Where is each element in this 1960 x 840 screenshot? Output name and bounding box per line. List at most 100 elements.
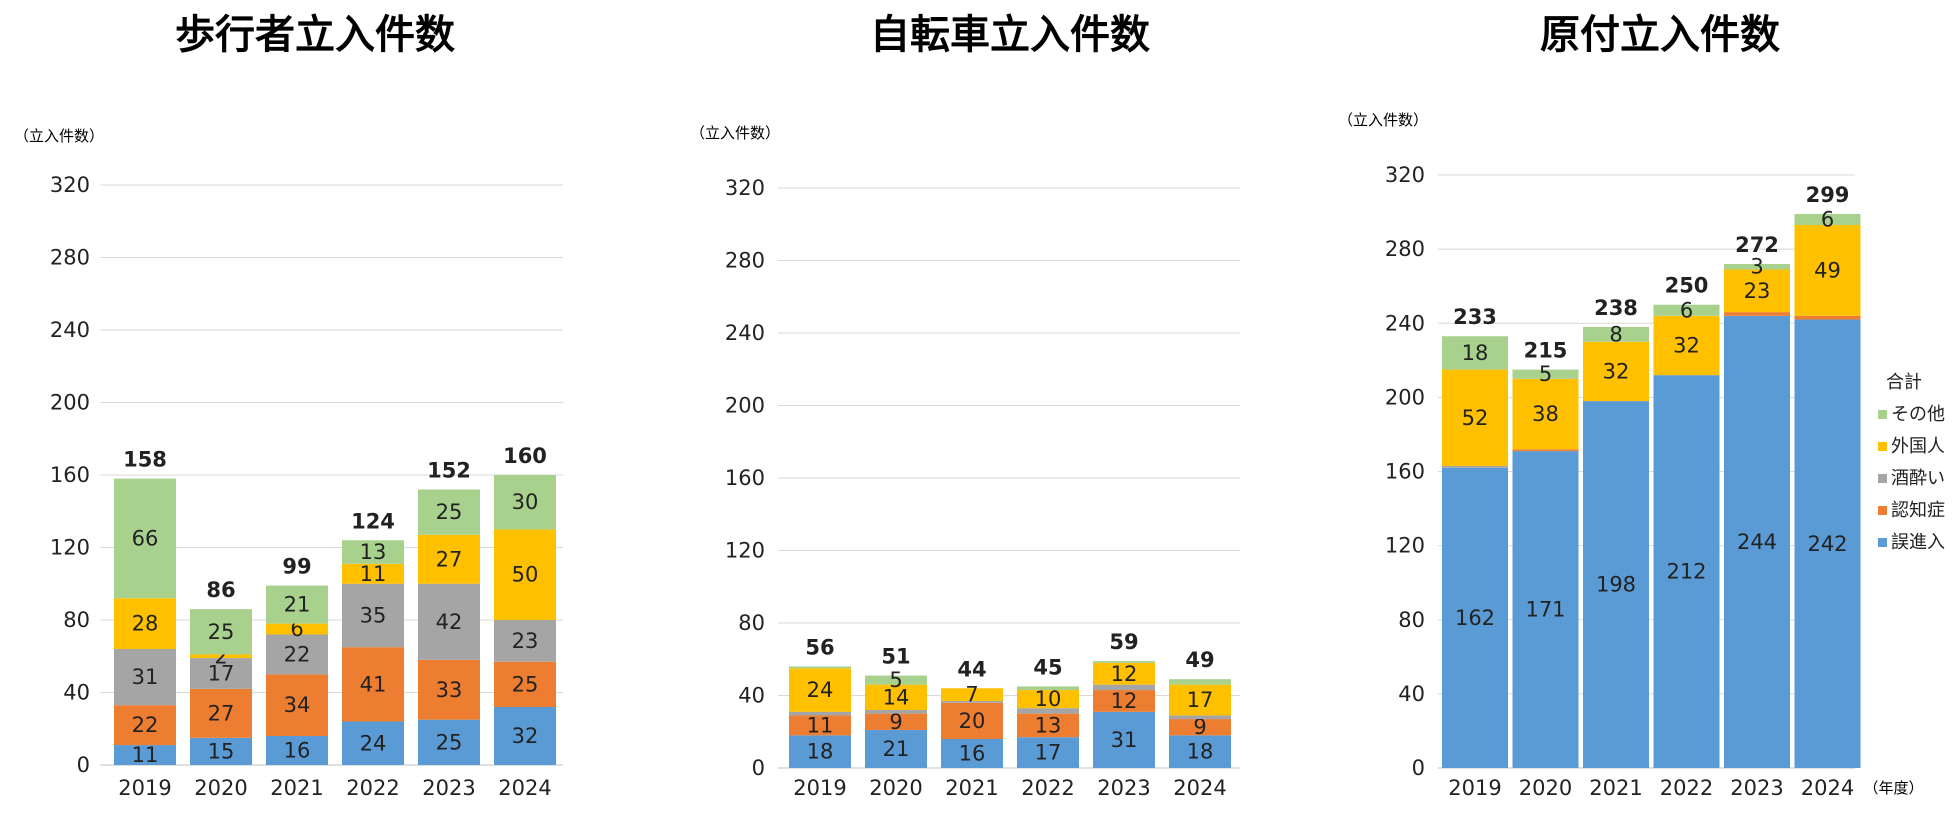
chart-title: 原付立入件数 — [1540, 12, 1780, 58]
x-tick-label: 2019 — [793, 776, 846, 800]
total-label: 99 — [282, 555, 311, 579]
data-label: 18 — [1462, 341, 1489, 365]
y-tick-label: 40 — [738, 684, 765, 708]
data-label: 22 — [284, 642, 311, 666]
bar-segment-2023-誤進入 — [418, 719, 480, 765]
legend-item: その他 — [1891, 404, 1945, 425]
bar-segment-2024-外国人 — [1794, 225, 1861, 316]
bar-segment-2022-誤進入 — [1017, 737, 1079, 768]
y-tick-label: 40 — [1398, 682, 1425, 706]
bar-segment-2020-誤進入 — [190, 737, 252, 765]
bar-segment-2019-外国人 — [114, 598, 176, 649]
bar-segment-2019-外国人 — [1442, 369, 1508, 466]
bar-segment-2021-外国人 — [266, 623, 328, 635]
data-label: 13 — [1035, 713, 1062, 737]
bar-segment-2020-認知症 — [190, 688, 252, 738]
y-tick-label: 0 — [77, 753, 90, 777]
x-tick-label: 2023 — [1097, 776, 1150, 800]
bar-segment-2022-外国人 — [1017, 690, 1079, 709]
bar-segment-2023-認知症 — [1093, 690, 1155, 712]
data-label: 66 — [132, 526, 159, 550]
data-label: 32 — [512, 724, 539, 748]
bar-segment-2019-外国人 — [789, 668, 851, 712]
data-label: 6 — [1680, 298, 1693, 322]
data-label: 8 — [1609, 322, 1622, 346]
y-tick-label: 80 — [63, 608, 90, 632]
bar-segment-2023-誤進入 — [1093, 711, 1155, 768]
data-label: 30 — [512, 490, 539, 514]
bar-segment-2021-酒酔い — [266, 634, 328, 675]
data-label: 23 — [1744, 279, 1771, 303]
bar-segment-2020-外国人 — [190, 654, 252, 659]
data-label: 35 — [360, 603, 387, 627]
data-label: 9 — [889, 710, 902, 734]
y-tick-label: 240 — [1385, 311, 1425, 335]
x-tick-label: 2020 — [194, 776, 247, 800]
x-tick-label: 2024 — [1801, 776, 1854, 800]
x-tick-label: 2022 — [1021, 776, 1074, 800]
bar-segment-2022-その他 — [1017, 686, 1079, 691]
data-label: 32 — [1673, 333, 1700, 357]
x-tick-label: 2019 — [1448, 776, 1501, 800]
bar-segment-2023-その他 — [1093, 661, 1155, 663]
chart-title: 歩行者立入件数 — [175, 12, 455, 58]
bar-segment-2023-外国人 — [1724, 269, 1790, 313]
data-label: 41 — [360, 672, 387, 696]
y-tick-label: 280 — [725, 249, 765, 273]
total-label: 49 — [1185, 648, 1214, 672]
bar-segment-2019-その他 — [789, 666, 851, 669]
total-label: 238 — [1594, 296, 1638, 320]
bar-segment-2019-認知症 — [114, 705, 176, 746]
data-label: 24 — [360, 731, 387, 755]
bar-segment-2019-その他 — [1442, 336, 1508, 370]
bar-segment-2019-誤進入 — [1442, 467, 1508, 768]
bar-segment-2021-外国人 — [941, 688, 1003, 701]
y-tick-label: 120 — [725, 539, 765, 563]
data-label: 52 — [1462, 406, 1489, 430]
bar-segment-2021-その他 — [266, 585, 328, 624]
bar-segment-2022-誤進入 — [1653, 375, 1720, 768]
chart-3: 原付立入件数（立入件数）0408012016020024028032016252… — [1338, 12, 1945, 800]
bar-segment-2020-誤進入 — [865, 729, 927, 768]
y-tick-label: 160 — [725, 466, 765, 490]
bar-segment-2023-酒酔い — [418, 583, 480, 660]
data-label: 198 — [1596, 573, 1636, 597]
chart-1: 歩行者立入件数 （立入件数） 0 40 80 120 160 200 240 280 320 11 22… — [14, 12, 563, 800]
bar-segment-2022-認知症 — [1017, 713, 1079, 738]
chart-title: 自転車立入件数 — [870, 12, 1150, 58]
bar-segment-2020-認知症 — [865, 713, 927, 730]
y-tick-label: 160 — [1385, 460, 1425, 484]
legend-item: 酒酔い — [1891, 468, 1945, 489]
bar-segment-2024-酒酔い — [1169, 715, 1231, 720]
x-tick-label: 2021 — [1589, 776, 1642, 800]
data-label: 9 — [1193, 715, 1206, 739]
bar-segment-2024-認知症 — [494, 661, 556, 707]
y-tick-label: 280 — [50, 246, 90, 270]
legend-item: 外国人 — [1891, 436, 1945, 457]
data-label: 27 — [208, 701, 235, 725]
y-tick-label: 80 — [1398, 608, 1425, 632]
data-label: 18 — [1187, 740, 1214, 764]
bar-segment-2021-誤進入 — [1583, 401, 1649, 768]
bar-segment-2021-酒酔い — [941, 700, 1003, 703]
y-axis-unit-label: （立入件数） — [690, 124, 780, 142]
y-tick-label: 200 — [1385, 385, 1425, 409]
total-label: 56 — [805, 636, 834, 660]
total-label: 233 — [1453, 305, 1497, 329]
bar-segment-2022-酒酔い — [342, 583, 404, 648]
bar-segment-2019-酒酔い — [114, 649, 176, 706]
total-label: 51 — [881, 645, 910, 669]
data-label: 17 — [208, 661, 235, 685]
bar-segment-2021-外国人 — [1583, 341, 1649, 402]
y-tick-label: 200 — [725, 394, 765, 418]
y-axis-unit-label: （立入件数） — [14, 127, 104, 145]
bar-segment-2019-酒酔い — [1442, 465, 1508, 468]
legend-swatch — [1878, 538, 1887, 547]
bar-segment-2019-酒酔い — [789, 711, 851, 716]
bar-segment-2021-その他 — [1583, 326, 1649, 342]
y-axis-unit-label: （立入件数） — [1338, 111, 1428, 129]
data-label: 162 — [1455, 606, 1495, 630]
bar-segment-2024-酒酔い — [494, 620, 556, 662]
total-label: 152 — [427, 459, 471, 483]
bar-segment-2020-認知症 — [1512, 449, 1579, 452]
